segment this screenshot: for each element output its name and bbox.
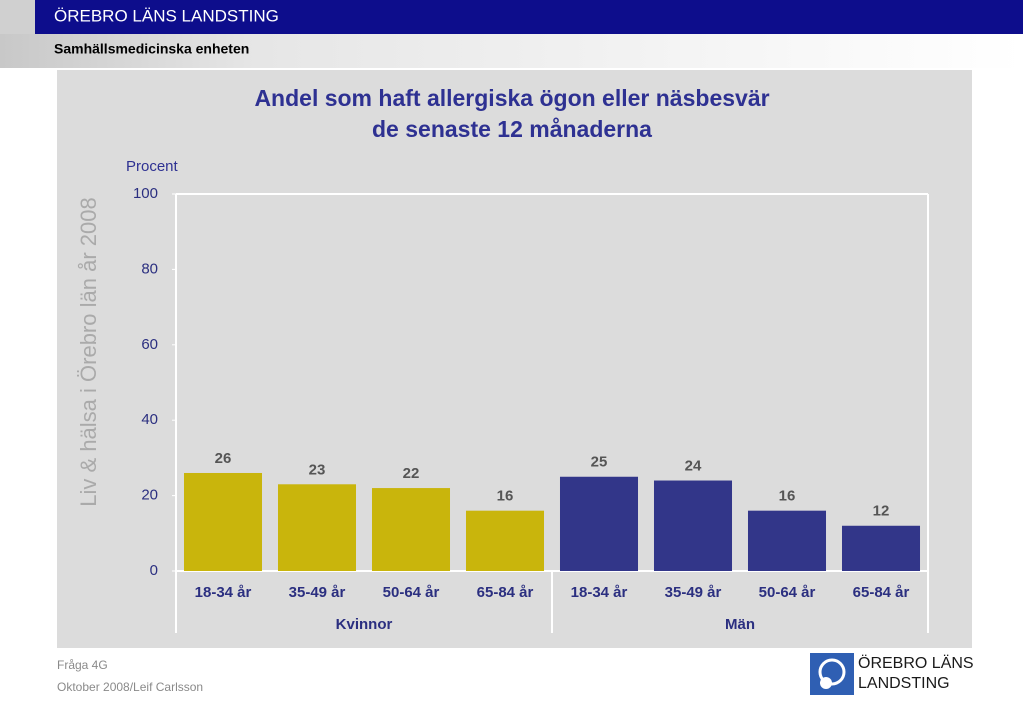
bar [277, 484, 357, 571]
header-corner [0, 0, 35, 34]
chart-title: de senaste 12 månaderna [372, 116, 652, 142]
subheader-title: Samhällsmedicinska enheten [54, 41, 249, 57]
logo-text: LANDSTING [858, 675, 950, 692]
chart-title: Andel som haft allergiska ögon eller näs… [254, 85, 769, 111]
logo-symbol [820, 677, 832, 689]
header-title: ÖREBRO LÄNS LANDSTING [54, 6, 279, 25]
value-label: 16 [497, 488, 514, 505]
y-axis-label: Procent [126, 158, 179, 175]
x-tick-label: 65-84 år [477, 584, 534, 601]
value-label: 25 [591, 454, 608, 471]
footer-question: Fråga 4G [57, 658, 108, 672]
y-tick-label: 40 [141, 411, 158, 428]
subheader-bar [0, 34, 1023, 68]
group-label: Kvinnor [336, 616, 393, 633]
y-tick-label: 20 [141, 487, 158, 504]
value-label: 12 [873, 503, 890, 520]
x-tick-label: 50-64 år [383, 584, 440, 601]
footer-author: Oktober 2008/Leif Carlsson [57, 680, 203, 694]
side-label: Liv & hälsa i Örebro län år 2008 [76, 197, 101, 506]
y-tick-label: 60 [141, 336, 158, 353]
logo-text: ÖREBRO LÄNS [858, 654, 974, 672]
y-tick-label: 100 [133, 185, 158, 202]
value-label: 22 [403, 465, 420, 482]
group-label: Män [725, 616, 755, 633]
x-tick-label: 35-49 år [289, 584, 346, 601]
header-bar [35, 0, 1023, 34]
x-tick-label: 50-64 år [759, 584, 816, 601]
bar [747, 510, 827, 571]
x-tick-label: 18-34 år [195, 584, 252, 601]
x-tick-label: 35-49 år [665, 584, 722, 601]
y-tick-label: 80 [141, 260, 158, 277]
bar [183, 472, 263, 571]
y-tick-label: 0 [150, 562, 158, 579]
bar [559, 476, 639, 571]
value-label: 24 [685, 457, 702, 474]
value-label: 23 [309, 461, 326, 478]
bar [841, 525, 921, 571]
value-label: 16 [779, 488, 796, 505]
logo-symbol [818, 658, 846, 686]
x-tick-label: 18-34 år [571, 584, 628, 601]
bar [465, 510, 545, 571]
x-tick-label: 65-84 år [853, 584, 910, 601]
bar [371, 488, 451, 571]
value-label: 26 [215, 450, 232, 467]
bar [653, 480, 733, 571]
